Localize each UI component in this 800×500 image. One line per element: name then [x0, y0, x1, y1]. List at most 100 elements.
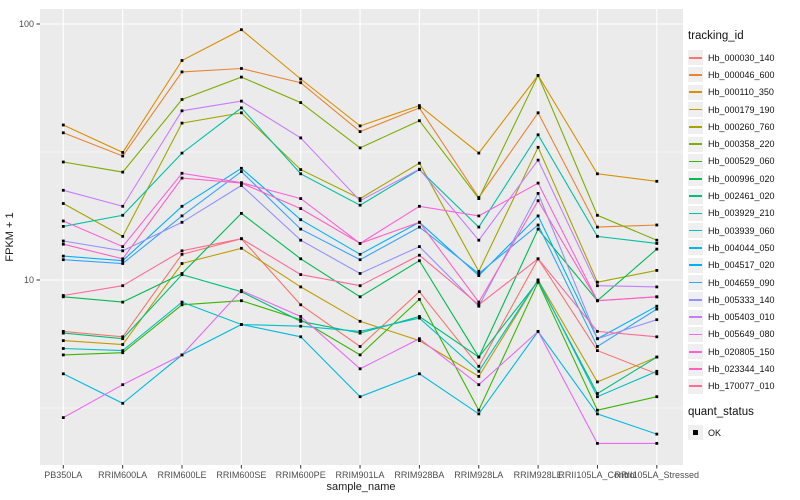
legend-key [688, 240, 703, 256]
legend-entry: Hb_020805_150 [688, 343, 798, 360]
data-point [655, 242, 659, 245]
legend-entry-label: Hb_023344_140 [708, 363, 775, 374]
legend-key [688, 205, 703, 221]
legend-key [688, 292, 703, 308]
legend-entry: Hb_005649_080 [688, 326, 798, 343]
data-point [655, 307, 659, 311]
data-point [358, 330, 362, 333]
data-point [180, 204, 184, 208]
data-point [477, 375, 481, 378]
quant-legend-title: quant_status [688, 405, 754, 418]
legend-entry-label: Hb_003939_060 [708, 225, 775, 236]
data-point [477, 412, 481, 416]
legend-key [688, 309, 703, 325]
data-point [299, 318, 303, 322]
data-point [536, 145, 540, 149]
data-point [180, 176, 184, 180]
data-point [655, 442, 659, 445]
data-point [596, 395, 599, 399]
data-point [358, 353, 362, 357]
data-point [596, 408, 599, 412]
data-point [536, 214, 540, 218]
legend-key-line [689, 160, 702, 163]
data-point [477, 270, 481, 273]
data-point [121, 383, 125, 387]
data-point [655, 372, 659, 376]
legend-entry: Hb_005403_010 [688, 308, 798, 325]
data-point [61, 123, 65, 127]
legend-key [688, 153, 703, 169]
x-tick-label: RRIM600LE [157, 470, 206, 480]
legend-key-line [689, 126, 702, 128]
data-point [61, 160, 65, 164]
data-point [477, 151, 481, 155]
data-point [358, 124, 362, 128]
legend-entry: Hb_003929_210 [688, 205, 798, 222]
x-tick-label: RRIM928LA [454, 470, 503, 480]
data-point [61, 225, 65, 228]
data-point [180, 70, 184, 74]
legend-entry: Hb_000046_600 [688, 66, 798, 83]
legend-key [688, 84, 703, 100]
data-point [61, 131, 65, 135]
data-point [596, 412, 599, 416]
data-point [655, 432, 659, 436]
legend-entry-label: Hb_002461_020 [708, 191, 775, 202]
legend-key-line [689, 333, 702, 336]
data-point [418, 167, 421, 171]
data-point [121, 151, 125, 154]
data-point [418, 119, 421, 123]
data-point [61, 254, 65, 258]
data-point [477, 364, 481, 368]
data-point [358, 295, 362, 299]
legend-entry-label: Hb_004659_090 [708, 277, 775, 288]
data-point [240, 170, 243, 173]
legend-key-line [689, 298, 702, 301]
data-point [596, 284, 599, 288]
data-point [180, 262, 184, 265]
data-point [121, 245, 125, 248]
legend-key [688, 50, 703, 66]
data-point [121, 213, 125, 217]
data-point [121, 262, 125, 265]
data-point [596, 172, 599, 176]
data-point [240, 75, 243, 79]
data-point [240, 166, 243, 170]
x-tick-label: RRIM928LE [514, 470, 563, 480]
data-point [61, 242, 65, 246]
data-point [299, 257, 303, 261]
data-point [596, 213, 599, 217]
data-point [655, 238, 659, 242]
legend-key-line [689, 229, 702, 232]
data-point [536, 278, 540, 282]
data-point [358, 258, 362, 262]
data-point [121, 284, 125, 288]
legend-entry: Hb_170077_010 [688, 378, 798, 395]
data-point [121, 335, 125, 339]
data-point [358, 367, 362, 371]
legend-key [688, 67, 703, 83]
data-point [61, 339, 65, 342]
legend-key [688, 223, 703, 239]
legend-entry: Hb_000358_220 [688, 135, 798, 152]
data-point [240, 28, 243, 32]
data-point [358, 345, 362, 348]
data-point [655, 223, 659, 227]
data-point [418, 225, 421, 229]
data-point [418, 253, 421, 257]
legend-entry-label: Hb_000358_220 [708, 139, 775, 150]
data-point [536, 133, 540, 137]
quant-legend-label: OK [708, 427, 722, 438]
data-point [61, 416, 65, 419]
legend-entry: Hb_023344_140 [688, 360, 798, 377]
data-point [477, 300, 481, 304]
data-point [536, 257, 540, 261]
data-point [61, 202, 65, 205]
data-point [418, 204, 421, 208]
data-point [418, 161, 421, 165]
data-point [596, 442, 599, 445]
legend-entry-label: Hb_170077_010 [708, 381, 775, 392]
quant-legend-key [688, 425, 703, 441]
data-point [418, 220, 421, 224]
